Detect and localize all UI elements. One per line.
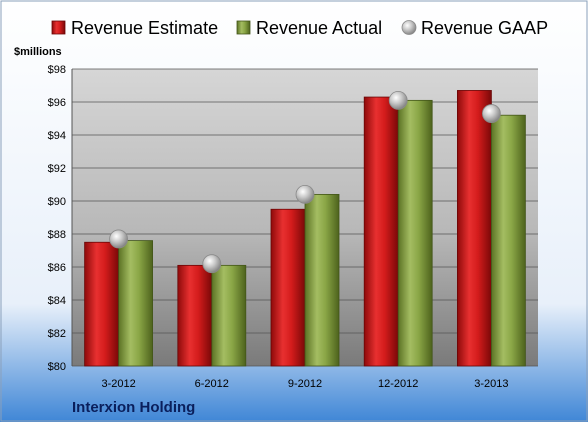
marker-revenue-gaap — [109, 229, 128, 249]
marker-revenue-gaap — [202, 254, 222, 274]
y-tick-label: $98 — [48, 64, 66, 76]
bar-revenue-estimate: Revenue Estimate 3-2012: 87.5 — [84, 241, 119, 367]
gaap-markers — [109, 90, 501, 274]
bar-revenue-actual: Revenue Actual 3-2013: 95.2 — [490, 114, 526, 367]
y-tick-label: $94 — [48, 130, 66, 142]
legend: Revenue Estimate Revenue Actual Revenue GA… — [51, 18, 548, 38]
y-tick-label: $86 — [48, 262, 66, 274]
legend-swatch-gaap — [401, 20, 417, 35]
legend-label: Revenue GAAP — [421, 18, 548, 38]
bars: Revenue Estimate 3-2012: 87.5Revenue Act… — [84, 90, 526, 367]
x-axis-ticks: 3-2012 6-2012 9-2012 12-2012 3-2013 — [101, 378, 508, 390]
legend-swatch-actual — [236, 20, 251, 35]
bar-revenue-estimate: Revenue Estimate 6-2012: 86.1 — [177, 264, 213, 367]
bar-revenue-estimate: Revenue Estimate 3-2013: 96.7 — [456, 90, 492, 367]
y-axis-unit-label: $millions — [14, 46, 62, 58]
legend-swatch-estimate — [51, 20, 66, 35]
y-tick-label: $80 — [48, 361, 66, 373]
y-tick-label: $88 — [48, 229, 66, 241]
bar-revenue-actual: Revenue Actual 3-2012: 87.6 — [118, 240, 153, 367]
marker-revenue-gaap — [388, 90, 408, 110]
bar-revenue-actual: Revenue Actual 9-2012: 90.4 — [304, 193, 340, 367]
x-tick-label: 12-2012 — [378, 378, 418, 390]
bar-revenue-actual: Revenue Actual 12-2012: 96.1 — [397, 99, 433, 367]
y-tick-label: $84 — [48, 295, 66, 307]
x-tick-label: 9-2012 — [288, 378, 322, 390]
bar-revenue-estimate: Revenue Estimate 12-2012: 96.3 — [363, 96, 399, 367]
bar-revenue-actual: Revenue Actual 6-2012: 86.1 — [211, 264, 247, 367]
y-tick-label: $90 — [48, 196, 66, 208]
chart-caption: Interxion Holding — [72, 399, 195, 416]
marker-revenue-gaap — [481, 104, 501, 123]
marker-revenue-gaap — [295, 184, 315, 204]
x-tick-label: 3-2013 — [474, 378, 508, 390]
x-tick-label: 6-2012 — [195, 378, 229, 390]
y-tick-label: $96 — [48, 97, 66, 109]
x-tick-label: 3-2012 — [101, 378, 135, 390]
y-tick-label: $82 — [48, 328, 66, 340]
bar-revenue-estimate: Revenue Estimate 9-2012: 89.5 — [270, 208, 306, 367]
legend-label: Revenue Actual — [256, 18, 382, 38]
y-tick-label: $92 — [48, 163, 66, 175]
y-axis-ticks: $80 $82 $84 $86 $88 $90 $92 $94 $96 $98 — [48, 64, 66, 373]
legend-label: Revenue Estimate — [71, 18, 218, 38]
